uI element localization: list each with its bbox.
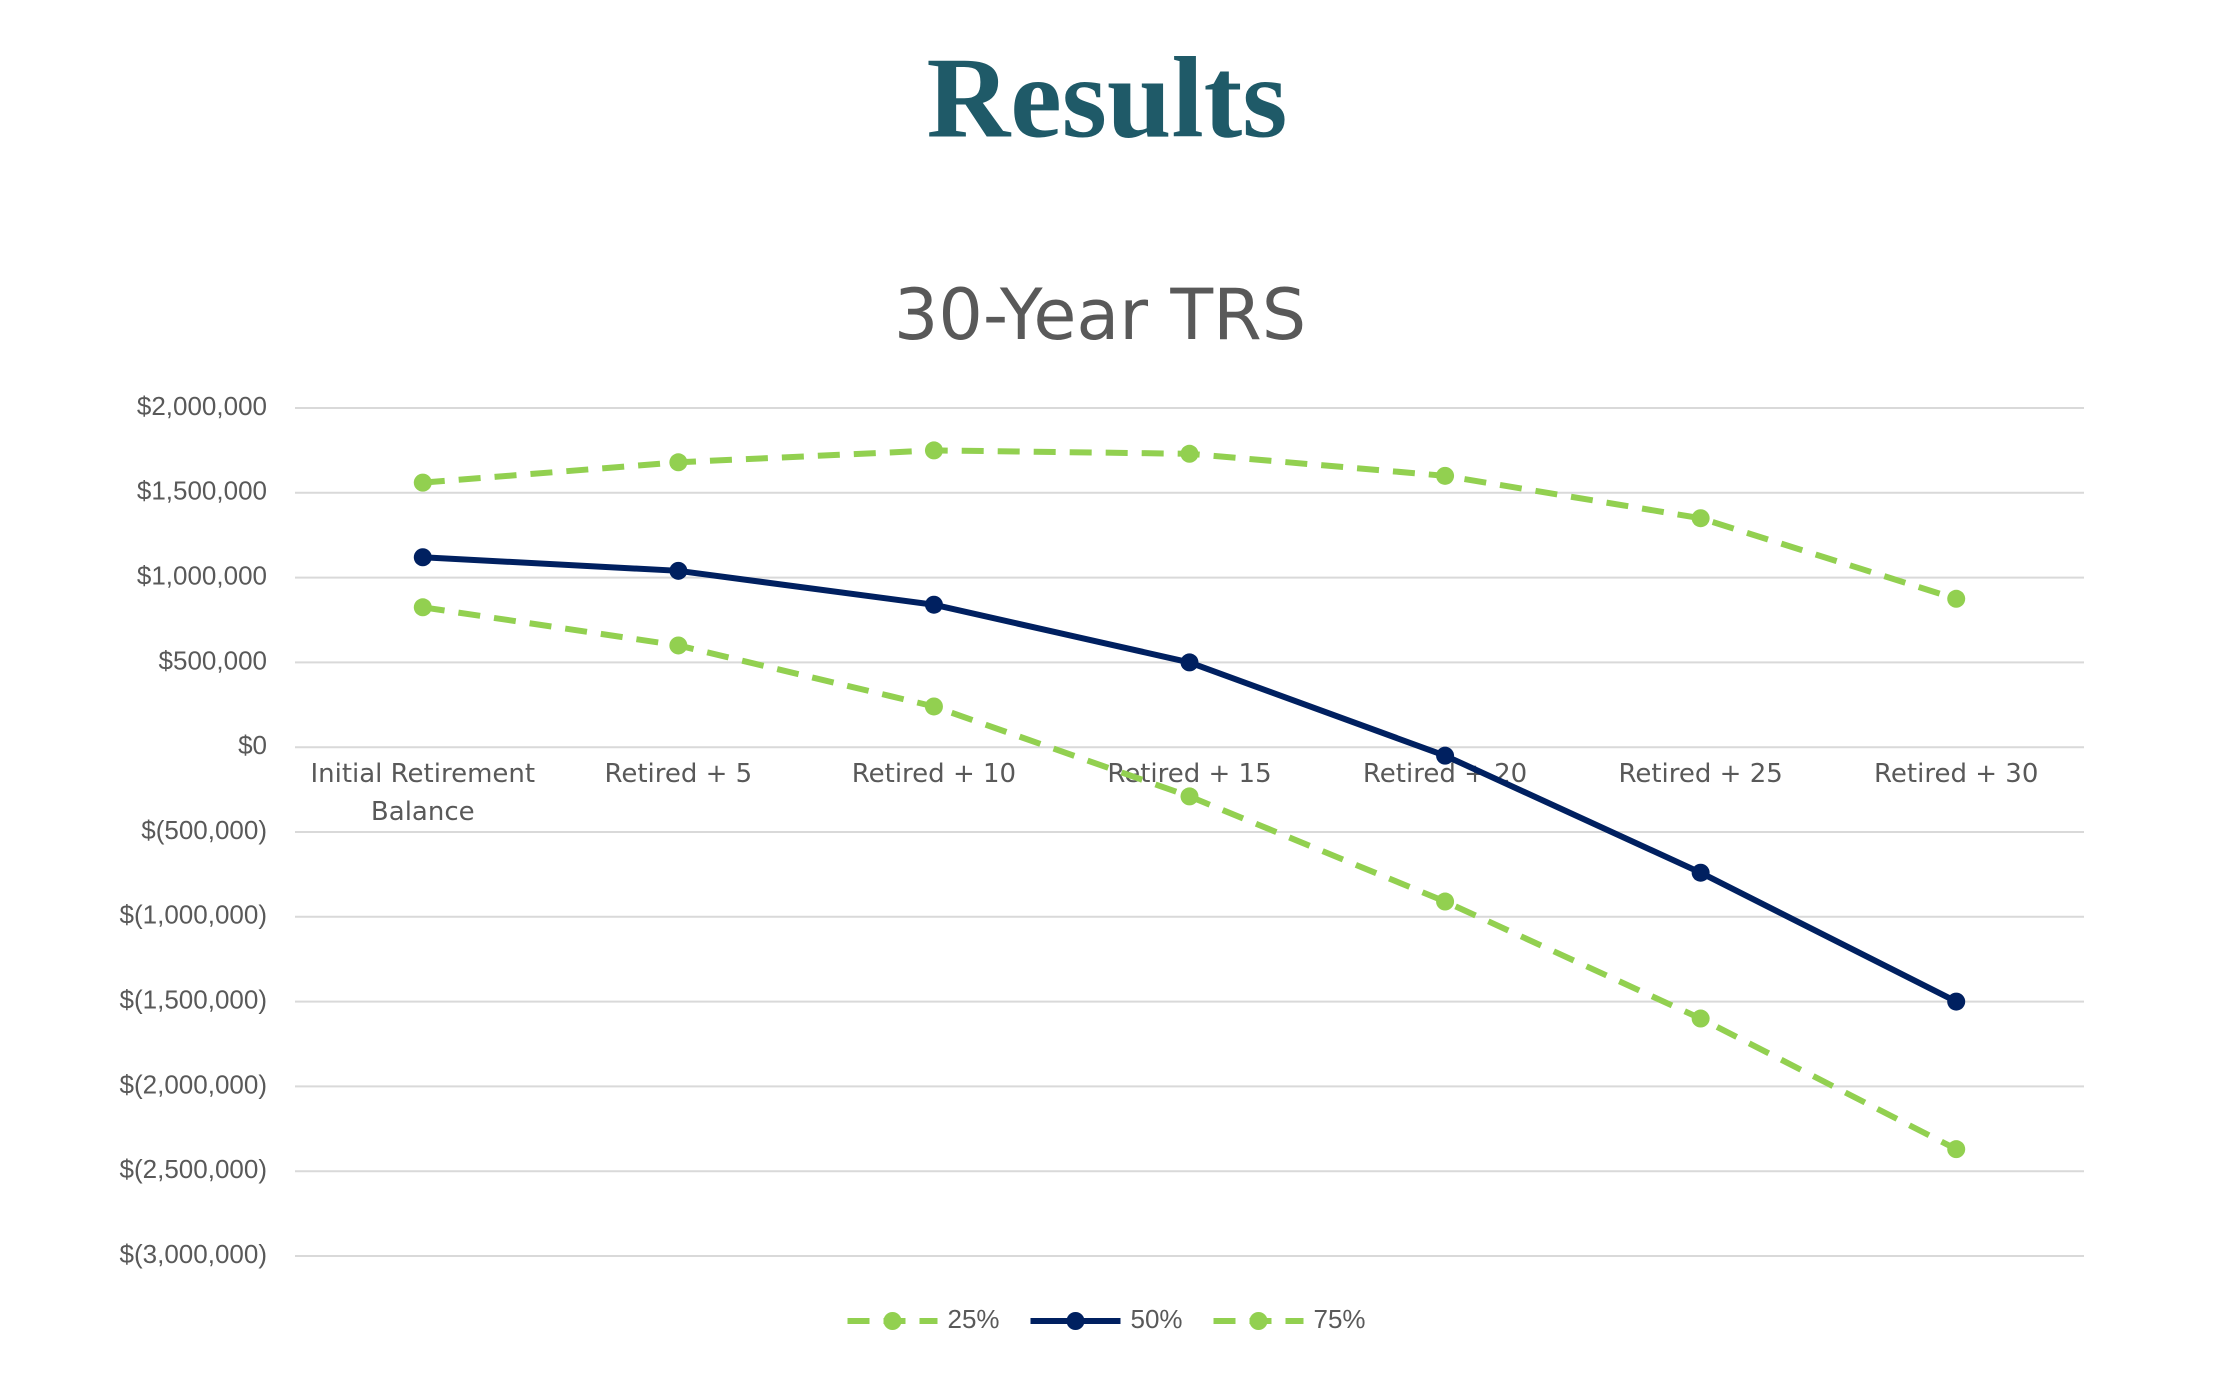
series-line xyxy=(422,604,1958,1152)
series-marker xyxy=(1180,787,1199,806)
series-marker xyxy=(1180,653,1199,672)
series-marker xyxy=(413,548,432,567)
legend-marker xyxy=(883,1312,902,1330)
grid: $(3,000,000) $(2,500,000) $(2,000,000) $(1,… xyxy=(120,391,2084,1269)
legend: 25% 50% 75% xyxy=(847,1304,1366,1334)
y-tick-label: $0 xyxy=(238,730,267,760)
series-marker xyxy=(413,473,432,492)
y-tick-label: $(1,500,000) xyxy=(120,984,267,1014)
series-marker xyxy=(1947,589,1966,608)
series-marker xyxy=(1691,509,1710,528)
x-tick-label-box: Retired + 25 xyxy=(1618,759,1783,790)
legend-marker xyxy=(1066,1312,1085,1330)
x-tick-label: Retired + 5 xyxy=(604,759,753,790)
x-tick-label: Retired + 30 xyxy=(1874,759,2039,790)
x-tick-label-box: Retired + 20 xyxy=(1363,759,1527,789)
series-marker xyxy=(1947,992,1966,1011)
y-tick-label: $1,500,000 xyxy=(137,476,267,506)
legend-label: 75% xyxy=(1314,1304,1366,1334)
y-tick-label: $(2,000,000) xyxy=(120,1069,267,1099)
legend-label: 50% xyxy=(1131,1304,1183,1334)
series-marker xyxy=(924,595,943,614)
page-title: Results xyxy=(927,35,1288,163)
y-tick-label: $(3,000,000) xyxy=(120,1239,267,1269)
x-tick-label-box: Initial Retirement Balance xyxy=(310,759,536,828)
series-marker xyxy=(669,561,688,580)
series-marker xyxy=(669,636,688,655)
series-marker xyxy=(924,441,943,460)
y-tick-label: $2,000,000 xyxy=(137,391,267,421)
y-tick-label: $500,000 xyxy=(159,645,267,675)
x-tick-label-box: Retired + 30 xyxy=(1874,759,2039,790)
y-tick-label: $(500,000) xyxy=(141,815,267,845)
series-marker xyxy=(1947,1140,1966,1159)
plot xyxy=(413,441,1966,1159)
series-marker xyxy=(1691,1009,1710,1028)
x-tick-label: Retired + 25 xyxy=(1618,759,1783,790)
series-marker xyxy=(1436,466,1455,485)
y-tick-label: $(1,000,000) xyxy=(120,900,267,930)
x-tick-label-box: Retired + 5 xyxy=(604,759,753,790)
legend-label: 25% xyxy=(948,1304,1000,1334)
legend-marker xyxy=(1249,1312,1268,1330)
series-marker xyxy=(1436,892,1455,911)
x-tick-label: Initial Retirement Balance xyxy=(310,759,536,828)
series-marker xyxy=(669,453,688,472)
series-marker xyxy=(1691,863,1710,882)
x-tick-label-box: Retired + 10 xyxy=(851,759,1017,790)
series-marker xyxy=(413,598,432,617)
series-marker xyxy=(1180,444,1199,463)
y-tick-label: $(2,500,000) xyxy=(120,1154,267,1184)
x-tick-label: Retired + 10 xyxy=(851,759,1017,790)
series-marker xyxy=(924,697,943,716)
series-line xyxy=(422,447,1958,602)
y-tick-label: $1,000,000 xyxy=(137,560,267,590)
series-marker xyxy=(1436,746,1455,765)
chart-title: 30-Year TRS xyxy=(894,274,1306,356)
